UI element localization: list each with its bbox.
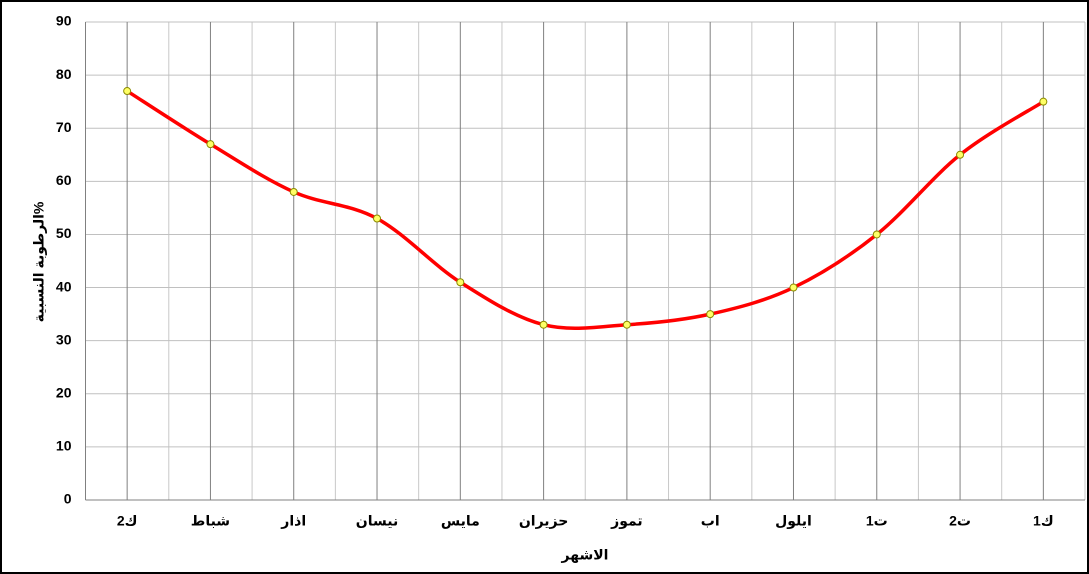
y-tick-label: 30 bbox=[56, 331, 72, 347]
point-marker bbox=[789, 283, 798, 292]
point-marker bbox=[539, 320, 548, 329]
x-tick-label: ك1 bbox=[1033, 513, 1054, 529]
point-marker bbox=[1039, 97, 1048, 106]
point-marker bbox=[956, 150, 965, 159]
series-line bbox=[126, 89, 1045, 331]
y-tick-label: 20 bbox=[56, 384, 72, 400]
y-tick-label: 70 bbox=[56, 119, 72, 135]
point-marker bbox=[622, 320, 631, 329]
x-tick-label: اذار bbox=[280, 513, 306, 529]
y-tick-label: 40 bbox=[56, 278, 72, 294]
x-tick-label: ت1 bbox=[866, 513, 888, 529]
y-tick-label: 90 bbox=[56, 13, 72, 29]
point-marker bbox=[373, 214, 382, 223]
x-tick-label: حزيران bbox=[519, 513, 569, 530]
y-tick-label: 50 bbox=[56, 225, 72, 241]
x-axis-label: الاشهر bbox=[561, 547, 609, 564]
y-tick-label: 60 bbox=[56, 172, 72, 188]
x-tick-label: ت2 bbox=[949, 513, 971, 529]
x-tick-label: شباط bbox=[191, 513, 230, 529]
y-tick-label: 0 bbox=[64, 491, 72, 507]
x-tick-label: ايلول bbox=[775, 513, 812, 530]
point-marker bbox=[289, 187, 298, 196]
y-axis-label: الرطوبة النسبية% bbox=[31, 201, 48, 322]
y-tick-label: 80 bbox=[56, 66, 72, 82]
x-tick-label: اب bbox=[701, 513, 720, 529]
x-tick-label: ك2 bbox=[117, 513, 138, 529]
point-marker bbox=[872, 230, 881, 239]
y-tick-label: 10 bbox=[56, 438, 72, 454]
x-tick-label: مايس bbox=[441, 513, 480, 529]
point-marker bbox=[706, 310, 715, 319]
point-marker bbox=[123, 87, 132, 96]
x-tick-label: نيسان bbox=[356, 513, 398, 529]
point-marker bbox=[206, 140, 215, 149]
x-tick-label: تموز bbox=[610, 513, 642, 530]
point-marker bbox=[456, 278, 465, 287]
